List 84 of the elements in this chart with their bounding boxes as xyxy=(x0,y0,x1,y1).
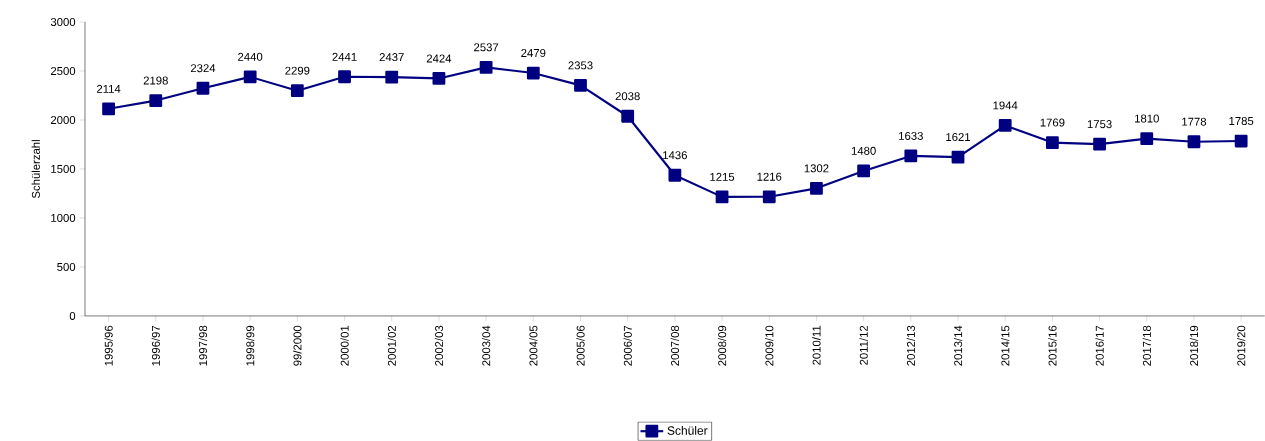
data-label: 1769 xyxy=(1040,118,1065,127)
legend-label: Schüler xyxy=(667,426,708,435)
point xyxy=(1093,137,1106,151)
point xyxy=(338,70,351,84)
x-tick-label: 2014/15 xyxy=(1001,325,1010,366)
data-label: 2479 xyxy=(521,49,546,58)
point xyxy=(149,94,163,108)
point xyxy=(574,79,587,92)
point xyxy=(904,149,918,163)
data-label: 1785 xyxy=(1229,117,1254,126)
y-tick-label: 3000 xyxy=(50,18,76,27)
data-label: 1216 xyxy=(757,172,782,181)
x-tick-label: 1997/98 xyxy=(198,325,208,366)
point xyxy=(810,182,823,195)
point xyxy=(432,72,446,85)
data-label: 1302 xyxy=(804,164,829,173)
data-label: 2441 xyxy=(332,52,357,61)
y-tick-label: 2500 xyxy=(50,67,76,76)
data-label: 1810 xyxy=(1135,114,1159,123)
data-label: 2324 xyxy=(190,64,216,73)
y-tick-label: 0 xyxy=(69,312,76,321)
data-label: 2198 xyxy=(143,76,168,85)
point xyxy=(243,70,257,84)
point xyxy=(668,168,682,182)
x-tick-label: 2004/05 xyxy=(529,325,538,366)
data-label: 2114 xyxy=(96,85,121,93)
data-label: 2537 xyxy=(474,43,499,52)
y-axis-title: Schülerzahl xyxy=(31,140,40,199)
y-tick-label: 1500 xyxy=(51,165,76,174)
data-label: 2038 xyxy=(615,92,640,101)
data-label: 2440 xyxy=(238,52,263,61)
x-tick-label: 2016/17 xyxy=(1095,326,1104,366)
point xyxy=(621,110,635,123)
x-tick-label: 2010/11 xyxy=(812,326,821,366)
y-tick-label: 1000 xyxy=(51,214,76,223)
x-tick-label: 2005/06 xyxy=(576,325,585,366)
data-label: 1480 xyxy=(851,147,876,156)
point xyxy=(479,61,493,74)
x-tick-label: 1995/96 xyxy=(104,325,113,366)
data-label: 1215 xyxy=(710,172,735,181)
x-tick-label: 2018/19 xyxy=(1189,326,1199,366)
y-tick-label: 500 xyxy=(57,263,76,272)
x-tick-label: 2002/03 xyxy=(434,325,444,366)
data-label: 1436 xyxy=(663,151,687,160)
x-tick-label: 1998/99 xyxy=(245,326,255,366)
x-tick-label: 2019/20 xyxy=(1236,325,1246,366)
x-tick-label: 2007/08 xyxy=(670,325,680,366)
data-label: 2424 xyxy=(426,54,452,63)
data-label: 2437 xyxy=(379,53,404,62)
point xyxy=(951,150,965,164)
x-tick-label: 2011/12 xyxy=(859,326,868,366)
point xyxy=(715,190,729,204)
x-tick-label: 2013/14 xyxy=(953,325,963,366)
data-label: 2353 xyxy=(568,61,593,70)
point xyxy=(196,81,210,95)
x-tick-label: 2006/07 xyxy=(623,326,632,366)
data-label: 1778 xyxy=(1182,117,1207,126)
data-label: 1944 xyxy=(993,101,1018,110)
data-label: 2299 xyxy=(285,66,310,75)
point xyxy=(102,102,115,116)
y-tick-label: 2000 xyxy=(50,116,76,125)
x-tick-label: 2012/13 xyxy=(906,325,915,366)
point xyxy=(290,84,304,98)
x-tick-label: 1996/97 xyxy=(151,326,160,366)
data-label: 1621 xyxy=(946,133,971,142)
x-tick-label: 2015/16 xyxy=(1048,325,1057,366)
point xyxy=(1234,134,1248,148)
point xyxy=(857,164,871,178)
x-tick-label: 2003/04 xyxy=(481,325,491,366)
x-tick-label: 2001/02 xyxy=(387,326,396,366)
data-label: 1633 xyxy=(899,132,923,141)
point xyxy=(385,70,399,84)
point xyxy=(1140,132,1154,146)
x-tick-label: 2009/10 xyxy=(765,325,774,366)
x-tick-label: 2000/01 xyxy=(340,326,349,366)
x-tick-label: 2017/18 xyxy=(1142,325,1151,366)
point xyxy=(998,119,1012,133)
x-tick-label: 2008/09 xyxy=(717,326,727,366)
x-tick-label: 99/2000 xyxy=(293,325,302,366)
point xyxy=(1045,136,1059,150)
point xyxy=(526,66,540,80)
point xyxy=(1187,135,1201,149)
data-label: 1753 xyxy=(1087,120,1112,129)
point xyxy=(762,190,776,204)
